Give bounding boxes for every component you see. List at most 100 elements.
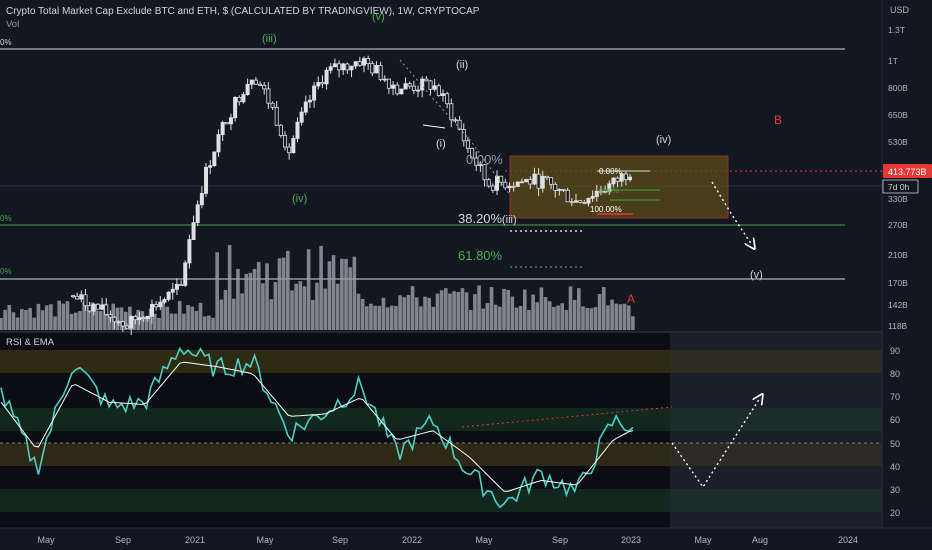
volume-bar <box>514 307 519 330</box>
volume-bar <box>24 310 28 330</box>
price-tick-label: 210B <box>888 250 908 260</box>
volume-bar <box>7 304 12 330</box>
rsi-trendline <box>461 406 673 428</box>
volume-bar <box>581 306 585 330</box>
candle-body <box>470 147 475 159</box>
volume-bar <box>315 282 319 330</box>
candle-body <box>428 80 433 90</box>
candle-body <box>228 117 233 125</box>
volume-bar <box>564 309 569 330</box>
volume-bar <box>148 308 153 330</box>
candle-body <box>536 173 541 189</box>
candle-body <box>162 299 167 303</box>
volume-bar <box>552 306 556 330</box>
volume-bar <box>435 293 440 330</box>
volume-bar <box>44 305 49 330</box>
volume-bar <box>0 317 3 330</box>
candle-body <box>291 138 296 154</box>
volume-bar <box>531 294 535 330</box>
candle-body <box>594 190 599 197</box>
candle-body <box>549 177 554 185</box>
candle-body <box>129 315 134 329</box>
candle-body <box>116 321 121 324</box>
volume-bar <box>153 313 157 330</box>
volume-bar <box>568 286 573 330</box>
volume-bar <box>547 301 552 330</box>
volume-bar <box>86 305 91 330</box>
volume-bar <box>74 312 78 330</box>
candle-body <box>120 321 125 327</box>
candle-body <box>515 181 520 187</box>
volume-bar <box>49 304 53 330</box>
wave-iv-left-label: (iv) <box>292 193 307 205</box>
volume-bar <box>123 311 128 330</box>
wave-iv-right-label: (iv) <box>656 134 671 146</box>
candle-body <box>407 83 412 87</box>
volume-bar <box>510 296 515 330</box>
volume-bar <box>190 306 195 330</box>
volume-bar <box>65 301 70 330</box>
candle-body <box>486 179 491 187</box>
volume-bar <box>344 258 348 330</box>
volume-bar <box>373 305 377 330</box>
candle-body <box>183 262 188 286</box>
currency-label: USD <box>890 5 910 15</box>
price-axis: 1.3T 1T 800B 650B 530B 330B 270B 210B 17… <box>888 25 908 331</box>
volume-bar <box>506 289 510 330</box>
volume-bar <box>356 293 361 330</box>
candle-body <box>465 140 470 149</box>
volume-bar <box>448 293 452 330</box>
left-edge-label-mid: 0% <box>0 214 12 223</box>
rsi-lower-mid-band <box>0 443 882 466</box>
volume-bar <box>157 317 161 330</box>
candle-body <box>399 88 404 95</box>
rsi-tick-label: 30 <box>890 485 900 495</box>
candle-body <box>619 173 624 182</box>
volume-bar <box>140 311 145 330</box>
candle-body <box>299 111 304 123</box>
candle-body <box>320 82 325 85</box>
volume-bar <box>248 272 253 330</box>
candle-body <box>224 122 229 125</box>
price-tick-label: 118B <box>888 321 908 331</box>
volume-bar <box>452 291 456 330</box>
volume-bar <box>502 288 506 330</box>
volume-bar <box>19 309 24 330</box>
time-tick-label: Sep <box>332 535 348 545</box>
volume-bar <box>277 258 282 330</box>
candle-body <box>540 175 545 189</box>
volume-bar <box>489 287 494 330</box>
volume-bar <box>165 306 170 330</box>
candle-body <box>245 83 250 96</box>
candle-body <box>453 119 458 122</box>
wave-v-top-label: (v) <box>372 11 385 23</box>
volume-bar <box>419 306 423 330</box>
volume-bar <box>32 317 37 330</box>
volume-bar <box>394 305 398 330</box>
symbol-title: Crypto Total Market Cap Exclude BTC and … <box>6 6 480 17</box>
volume-bar <box>61 303 66 330</box>
volume-bar <box>256 261 261 330</box>
volume-bar <box>439 290 444 330</box>
time-tick-label: Sep <box>552 535 568 545</box>
volume-bar <box>107 314 111 330</box>
candle-body <box>75 295 80 300</box>
volume-bar <box>593 307 598 330</box>
volume-bar <box>572 299 577 330</box>
volume-bar <box>319 245 323 330</box>
volume-bar <box>477 285 481 330</box>
time-tick-label: Sep <box>115 535 131 545</box>
candle-body <box>495 175 500 191</box>
candle-body <box>353 61 358 67</box>
volume-bar <box>3 309 7 330</box>
volume-bar <box>460 288 465 330</box>
volume-bar <box>352 256 357 330</box>
rsi-tick-label: 70 <box>890 392 900 402</box>
volume-bar <box>340 258 344 330</box>
candle-body <box>137 317 142 321</box>
candle-body <box>345 63 350 71</box>
candle-body <box>416 89 421 92</box>
volume-bar <box>90 302 95 330</box>
candle-body <box>208 165 213 168</box>
